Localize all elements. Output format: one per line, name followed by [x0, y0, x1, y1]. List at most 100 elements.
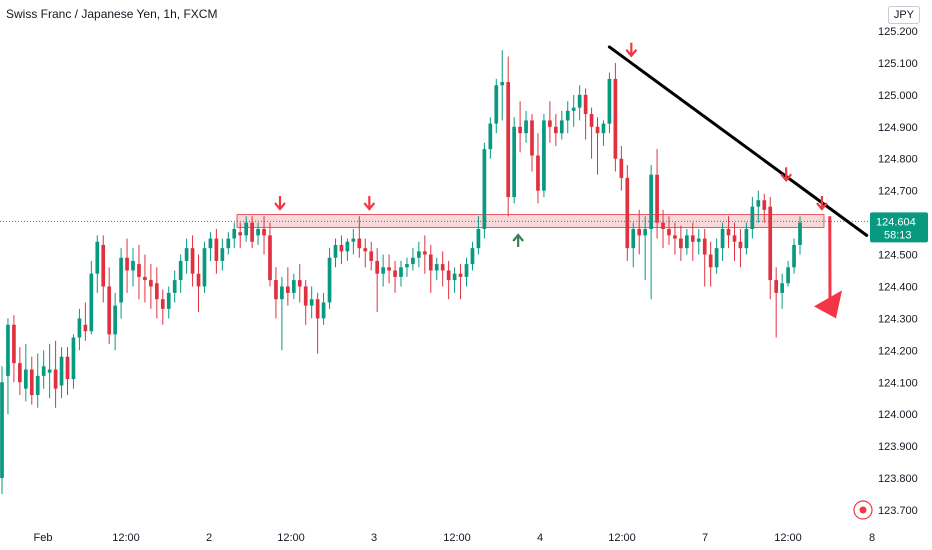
candle — [732, 222, 737, 261]
candle — [714, 238, 719, 274]
candle — [202, 241, 207, 293]
target-icon[interactable] — [853, 500, 873, 520]
y-tick-label: 124.900 — [878, 122, 918, 134]
time-axis[interactable]: Feb 12:00 2 12:00 3 12:00 4 12:00 7 12:00 8 — [34, 532, 876, 544]
candle — [125, 238, 129, 293]
candle — [250, 216, 254, 249]
candle — [637, 209, 642, 255]
candle — [607, 72, 612, 134]
candle — [488, 117, 493, 159]
candle-body — [500, 82, 505, 86]
candle-body — [476, 228, 481, 249]
y-tick-label: 125.200 — [878, 26, 918, 38]
candle — [303, 280, 308, 325]
candle-body — [196, 273, 201, 287]
y-tick-label: 124.300 — [878, 313, 918, 325]
candle — [679, 225, 683, 261]
candle-body — [661, 222, 665, 229]
candle-body — [494, 85, 499, 124]
candle-body — [625, 177, 630, 249]
price-axis[interactable]: 125.200 125.100 125.000 124.900 124.800 124.7… — [878, 26, 918, 517]
y-tick-label: 125.000 — [878, 90, 918, 102]
candle — [744, 222, 749, 255]
candle-body — [565, 110, 570, 121]
candle-body — [0, 382, 4, 479]
y-tick-label: 123.800 — [878, 473, 918, 485]
candle — [702, 228, 707, 287]
candle-body — [268, 235, 272, 281]
candle-body — [422, 251, 427, 255]
y-tick-label: 124.800 — [878, 154, 918, 166]
red-down-marker — [780, 167, 793, 182]
candle-body — [226, 238, 231, 249]
candle-body — [488, 123, 493, 150]
candle — [387, 254, 391, 284]
candle — [262, 216, 266, 255]
candle-body — [786, 267, 790, 284]
candle-body — [137, 264, 141, 277]
x-tick-label: 2 — [206, 532, 212, 544]
candle — [280, 276, 284, 351]
candle-body — [512, 126, 516, 198]
candle-body — [601, 123, 606, 134]
candle-body — [29, 369, 34, 396]
candle-body — [35, 375, 40, 396]
candle-body — [315, 299, 320, 319]
candle — [690, 222, 695, 261]
candle-body — [172, 280, 177, 293]
candle-body — [190, 248, 195, 274]
candle — [494, 78, 499, 134]
chart-title: Swiss Franc / Japanese Yen, 1h, FXCM — [6, 7, 218, 21]
candle-body — [583, 94, 588, 115]
y-tick-label: 123.700 — [878, 505, 918, 517]
candle-body — [446, 270, 451, 281]
candle-body — [291, 280, 296, 293]
candle-body — [244, 222, 249, 236]
candle-body — [536, 155, 540, 191]
candle-body — [440, 264, 445, 271]
projection-arrow-head — [814, 290, 842, 319]
marker-head — [363, 202, 376, 211]
x-tick-label: 7 — [702, 532, 708, 544]
candle — [363, 238, 368, 268]
candle — [23, 343, 28, 402]
candle-body — [619, 158, 624, 178]
marker-head — [780, 173, 793, 182]
y-tick-label: 124.500 — [878, 250, 918, 262]
candle — [482, 142, 487, 239]
candle — [595, 117, 600, 175]
candle — [768, 197, 773, 300]
candle — [149, 264, 153, 309]
candle — [393, 260, 397, 293]
candle-body — [690, 235, 695, 242]
candle-body — [101, 244, 106, 287]
candle-body — [643, 228, 648, 236]
candle-body — [470, 248, 475, 265]
red-down-marker — [816, 196, 828, 211]
candle-body — [309, 299, 314, 306]
candle-body — [303, 286, 308, 306]
candle — [208, 232, 213, 261]
candle-body — [160, 299, 165, 309]
x-tick-label: 12:00 — [443, 532, 471, 544]
candle-body — [399, 267, 403, 277]
candle — [232, 222, 237, 249]
candle-body — [417, 251, 421, 258]
green-up-marker — [512, 233, 524, 247]
x-tick-label: 3 — [371, 532, 377, 544]
candle — [77, 308, 82, 351]
x-tick-label: 4 — [537, 532, 543, 544]
currency-selector[interactable]: JPY — [887, 6, 920, 24]
candle — [738, 228, 743, 268]
candle — [71, 334, 76, 389]
candle — [297, 264, 302, 303]
candle-body — [18, 363, 22, 383]
candle-body — [714, 248, 719, 268]
candle-body — [762, 200, 767, 210]
candle — [708, 241, 713, 287]
candle-body — [357, 238, 362, 249]
candle-body — [47, 369, 52, 373]
candle — [113, 292, 117, 351]
candle-body — [113, 305, 117, 335]
